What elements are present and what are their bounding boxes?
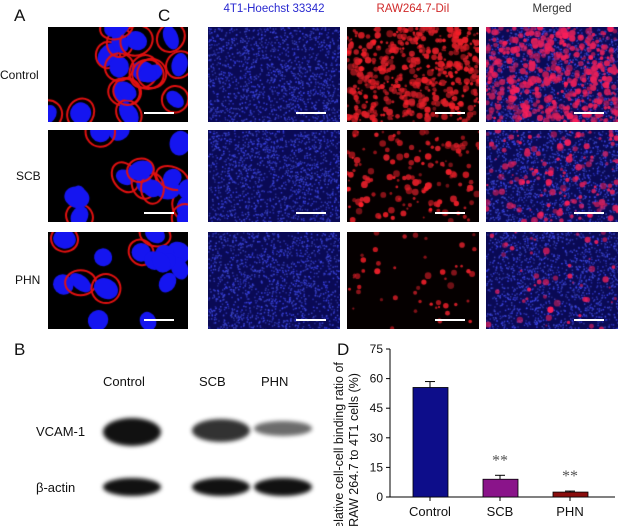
significance-label: ** <box>492 452 508 469</box>
confocal-image-scb <box>48 130 188 222</box>
panel-label-b: B <box>14 340 26 359</box>
column-header-dii: RAW264.7-DiI <box>376 3 450 15</box>
y-tick-label: 30 <box>370 431 384 445</box>
scale-bar <box>296 319 326 321</box>
column-header-merged: Merged <box>532 3 572 15</box>
lane-label-control: Control <box>103 374 145 389</box>
significance-label: ** <box>562 468 578 485</box>
panel-label-d: D <box>337 340 350 359</box>
protein-label-actin: β-actin <box>36 480 76 495</box>
scale-bar <box>435 112 465 114</box>
bar-chart: 0 15 30 45 60 75 Control SCB ** PHN ** Relative cel… <box>332 342 615 526</box>
bar-control <box>412 387 449 498</box>
binding-image-scb-merged <box>486 130 618 222</box>
x-tick-label: SCB <box>487 504 514 519</box>
scale-bar <box>574 112 604 114</box>
binding-image-phn-merged <box>486 232 618 329</box>
scale-bar <box>296 212 326 214</box>
binding-image-control-dii <box>347 27 479 122</box>
scale-bar <box>435 319 465 321</box>
y-tick-label: 45 <box>370 401 384 415</box>
scale-bar <box>435 212 465 214</box>
binding-image-phn-dii <box>347 232 479 329</box>
panel-label-a: A <box>14 6 26 25</box>
lane-label-phn: PHN <box>261 374 289 389</box>
scale-bar <box>144 319 174 321</box>
scale-bar <box>574 212 604 214</box>
confocal-image-control <box>48 27 188 122</box>
y-tick-label: 0 <box>376 490 383 504</box>
y-tick-label: 60 <box>370 372 384 386</box>
scale-bar <box>144 212 174 214</box>
y-axis-label-line: RAW 264.7 to 4T1 cells (%) <box>347 373 361 526</box>
band-vcam1-control <box>103 418 161 446</box>
y-tick-label: 75 <box>370 342 384 356</box>
protein-label-vcam1: VCAM-1 <box>36 424 86 439</box>
binding-image-scb-dii <box>347 130 479 222</box>
bar-phn <box>552 491 589 498</box>
row-label-scb: SCB <box>16 169 41 183</box>
row-label-phn: PHN <box>15 273 41 287</box>
band-actin-scb <box>192 478 250 496</box>
y-axis-label-line: Relative cell-cell binding ratio of <box>332 362 346 526</box>
scale-bar <box>144 112 174 114</box>
y-tick-label: 15 <box>370 460 384 474</box>
band-vcam1-phn <box>254 421 312 437</box>
band-actin-control <box>103 478 161 496</box>
binding-image-phn-hoechst <box>208 232 340 329</box>
binding-image-scb-hoechst <box>208 130 340 222</box>
confocal-image-phn <box>48 232 188 329</box>
scale-bar <box>296 112 326 114</box>
row-label-control: Control <box>0 68 39 82</box>
lane-label-scb: SCB <box>199 374 226 389</box>
column-header-hoechst: 4T1-Hoechst 33342 <box>223 3 325 15</box>
binding-image-control-merged <box>486 27 618 122</box>
band-vcam1-scb <box>192 419 250 443</box>
scale-bar <box>574 319 604 321</box>
x-tick-label: Control <box>409 504 451 519</box>
binding-image-control-hoechst <box>208 27 340 122</box>
x-tick-label: PHN <box>556 504 583 519</box>
band-actin-phn <box>254 478 312 496</box>
panel-label-c: C <box>158 6 171 25</box>
bar-scb <box>482 478 519 498</box>
